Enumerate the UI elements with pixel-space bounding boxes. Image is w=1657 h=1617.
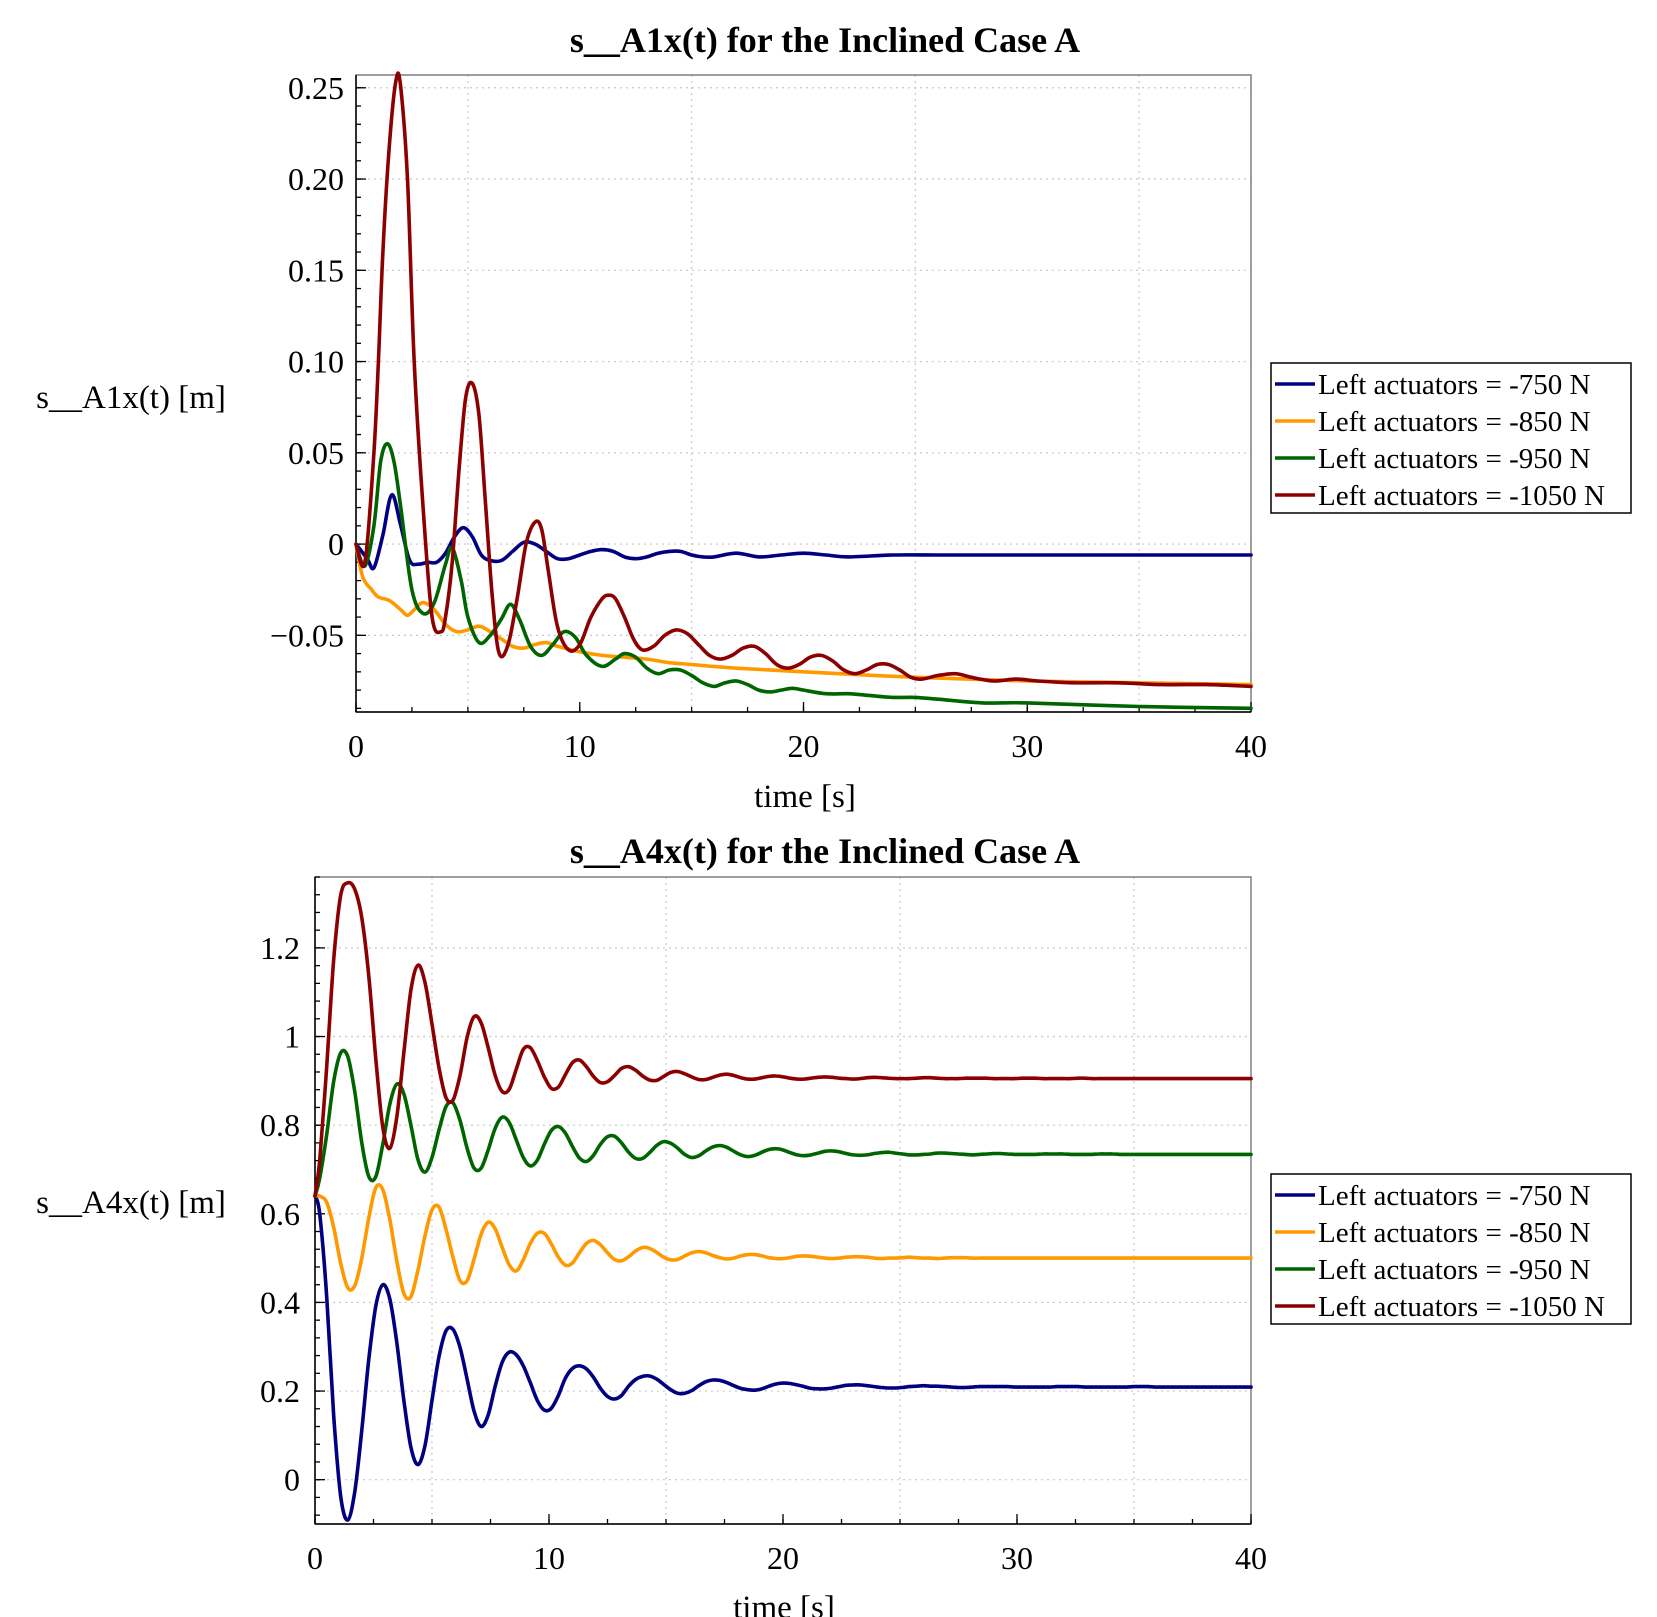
x-tick-label: 10 [564, 728, 596, 764]
grid [356, 75, 1251, 712]
legend-label: Left actuators = -750 N [1318, 369, 1590, 401]
y-tick-label: 0.2 [260, 1373, 300, 1409]
legend-box [1270, 362, 1632, 514]
x-tick-label: 30 [1011, 728, 1043, 764]
legend-label: Left actuators = -1050 N [1318, 480, 1605, 512]
series-line-1 [313, 1194, 1253, 1522]
legend: Left actuators = -750 N Left actuators = … [1270, 362, 1632, 514]
y-tick-labels: 0 0.2 0.4 0.6 0.8 1 1.2 [260, 930, 300, 1498]
legend-label: Left actuators = -950 N [1318, 443, 1590, 475]
x-axis-label: time [s] [733, 1590, 835, 1617]
x-tick-label: 40 [1235, 1540, 1267, 1576]
y-tick-label: 0.25 [288, 70, 344, 106]
series-lines [313, 880, 1253, 1522]
legend-label: Left actuators = -1050 N [1318, 1291, 1605, 1323]
y-tick-label: 0.8 [260, 1107, 300, 1143]
x-tick-label: 20 [788, 728, 820, 764]
chart-title: s__A1x(t) for the Inclined Case A [570, 20, 1080, 60]
legend-label: Left actuators = -850 N [1318, 406, 1590, 438]
y-tick-label: 0.6 [260, 1196, 300, 1232]
series-line-2 [354, 542, 1253, 687]
legend-box [1270, 1173, 1632, 1325]
x-axis-label: time [s] [754, 779, 856, 815]
x-tick-labels: 0 10 20 30 40 [307, 1540, 1267, 1576]
y-tick-label: −0.05 [270, 617, 344, 653]
chart-title: s__A4x(t) for the Inclined Case A [570, 831, 1080, 871]
y-tick-label: 0.15 [288, 252, 344, 288]
chart-s-a1x: s__A1x(t) for the Inclined Case A 0 10 20 3… [36, 20, 1632, 815]
y-tick-label: 0 [284, 1462, 300, 1498]
y-tick-label: 0.4 [260, 1284, 300, 1320]
legend: Left actuators = -750 N Left actuators = … [1270, 1173, 1632, 1325]
legend-label: Left actuators = -950 N [1318, 1254, 1590, 1286]
x-tick-label: 10 [533, 1540, 565, 1576]
chart-s-a4x: s__A4x(t) for the Inclined Case A 0 10 20 3… [36, 831, 1632, 1617]
x-tick-label: 0 [307, 1540, 323, 1576]
y-tick-label: 1 [284, 1019, 300, 1055]
series-line-2 [313, 1183, 1253, 1301]
x-tick-label: 20 [767, 1540, 799, 1576]
legend-label: Left actuators = -850 N [1318, 1217, 1590, 1249]
x-tick-label: 0 [348, 728, 364, 764]
y-tick-labels: −0.05 0 0.05 0.10 0.15 0.20 0.25 [270, 70, 344, 654]
series-line-4 [354, 71, 1253, 689]
tick-marks [355, 75, 1252, 713]
legend-label: Left actuators = -750 N [1318, 1180, 1590, 1212]
y-axis-label: s__A4x(t) [m] [36, 1185, 226, 1221]
tick-marks [314, 876, 1252, 1525]
x-tick-labels: 0 10 20 30 40 [348, 728, 1267, 764]
y-axis-label: s__A1x(t) [m] [36, 380, 226, 416]
y-tick-label: 0.20 [288, 161, 344, 197]
y-tick-label: 0.10 [288, 344, 344, 380]
series-line-4 [313, 880, 1253, 1198]
y-tick-label: 0 [328, 526, 344, 562]
x-tick-label: 40 [1235, 728, 1267, 764]
y-tick-label: 0.05 [288, 435, 344, 471]
series-line-3 [313, 1048, 1253, 1198]
y-tick-label: 1.2 [260, 930, 300, 966]
x-tick-label: 30 [1001, 1540, 1033, 1576]
plot-frame [314, 876, 1252, 1525]
plot-frame [355, 74, 1252, 713]
grid [315, 877, 1251, 1524]
series-lines [354, 71, 1253, 711]
